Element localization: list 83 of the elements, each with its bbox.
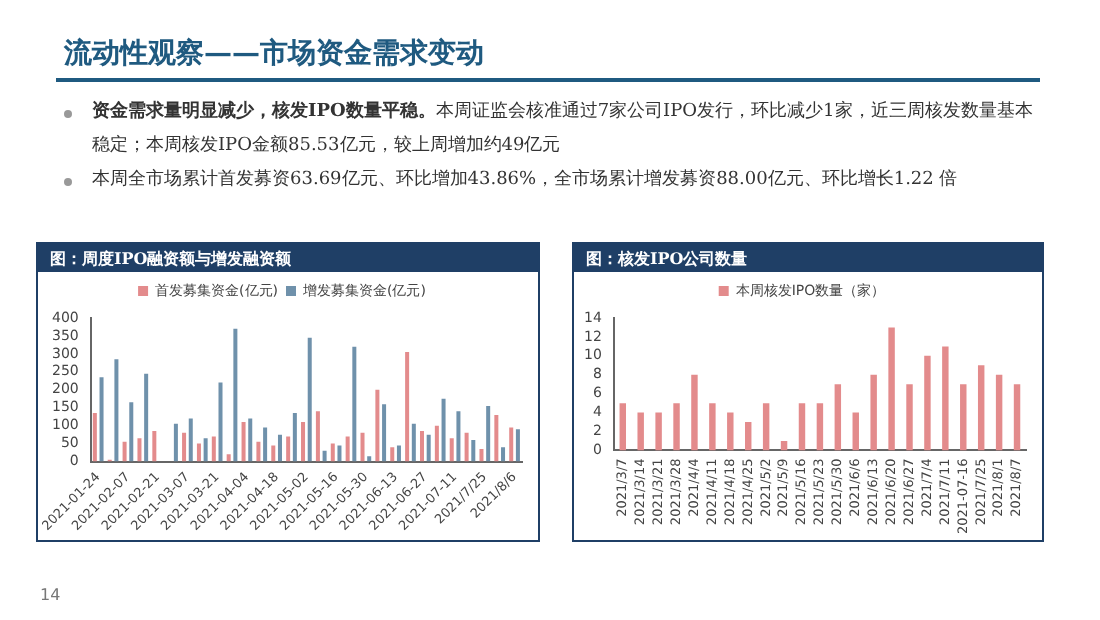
bar <box>942 346 949 451</box>
bar <box>456 411 461 462</box>
bar <box>263 427 268 462</box>
bar <box>405 352 410 462</box>
bar <box>173 423 178 462</box>
bar <box>122 441 127 462</box>
bar <box>411 423 416 462</box>
bar <box>960 384 967 451</box>
bar <box>375 389 380 462</box>
bar <box>360 432 365 462</box>
bar <box>211 436 216 462</box>
bar <box>367 456 372 462</box>
bar <box>1013 384 1021 451</box>
bar <box>352 346 357 462</box>
bar <box>129 402 134 462</box>
bar <box>218 382 223 462</box>
bar <box>709 403 716 451</box>
bar <box>434 425 439 462</box>
bar <box>390 447 395 462</box>
bar <box>906 384 913 451</box>
bar <box>494 414 499 462</box>
bar <box>852 412 859 451</box>
bar <box>99 377 104 462</box>
bar <box>762 403 770 451</box>
text: 14 <box>40 586 61 604</box>
bar <box>196 443 201 462</box>
bar <box>816 403 824 451</box>
bar <box>188 418 193 462</box>
bar <box>315 411 320 462</box>
bar <box>241 422 246 462</box>
bar <box>301 422 306 462</box>
chart-title: 图：周度IPO融资额与增发融资额 <box>38 244 538 272</box>
chart-title: 图：核发IPO公司数量 <box>574 244 1042 272</box>
bar <box>449 438 454 462</box>
bar <box>464 432 469 462</box>
bar <box>92 413 97 462</box>
text: 流动性观察——市场资金需求变动 <box>64 36 484 72</box>
bar <box>515 429 520 462</box>
bar <box>256 441 261 462</box>
bar <box>673 403 680 451</box>
bar <box>479 448 484 462</box>
bar <box>152 431 157 462</box>
bar <box>486 405 491 462</box>
bar <box>226 454 231 462</box>
bar <box>330 443 335 462</box>
bar <box>691 374 698 451</box>
bar <box>182 432 187 462</box>
bar <box>655 412 662 451</box>
bar <box>977 365 985 451</box>
bar <box>619 403 626 451</box>
bar <box>745 422 752 451</box>
text: 资金需求量明显减少，核发IPO数量平稳。 <box>92 102 436 122</box>
bar <box>509 427 514 462</box>
bar <box>637 412 644 451</box>
bar <box>271 445 276 462</box>
bar <box>834 384 842 451</box>
bar <box>419 431 424 462</box>
bar <box>248 418 253 462</box>
bar <box>292 413 297 462</box>
bar <box>307 337 312 462</box>
bar <box>426 434 431 462</box>
bar <box>233 328 238 462</box>
bar <box>382 404 387 462</box>
bar <box>277 434 282 462</box>
bar <box>144 373 149 462</box>
bar <box>114 359 119 462</box>
bar <box>322 450 327 462</box>
bar <box>396 445 401 462</box>
bar <box>501 447 506 462</box>
bar <box>286 436 291 462</box>
bar <box>888 327 895 451</box>
bar <box>471 440 476 462</box>
bar <box>727 412 734 451</box>
bar <box>798 403 806 451</box>
text: 本周全市场累计首发募资63.69亿元、环比增加43.86%，全市场累计增发募资88.00亿元、环比增长1.22 倍 <box>92 167 958 194</box>
bar <box>924 355 931 451</box>
bar <box>995 374 1003 451</box>
bar <box>137 438 142 462</box>
bar <box>345 436 350 462</box>
bar <box>441 398 446 462</box>
bar <box>337 445 342 462</box>
bar <box>203 438 208 462</box>
bar <box>870 374 877 451</box>
